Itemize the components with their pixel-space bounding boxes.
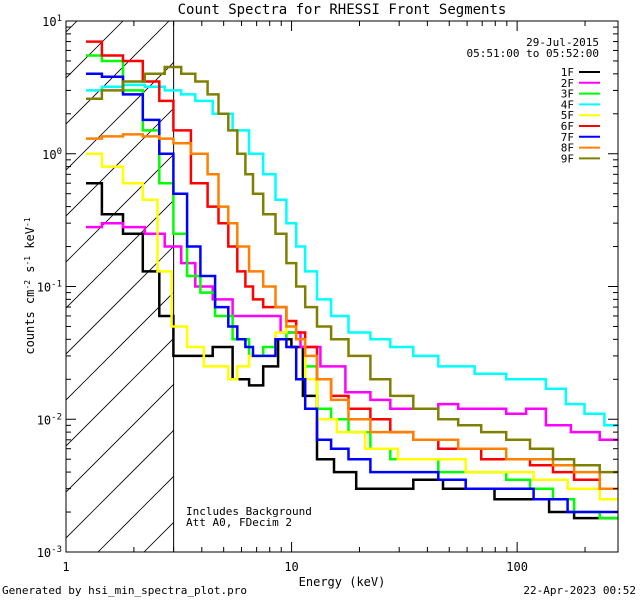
series-6F	[86, 40, 618, 490]
series-5F	[86, 152, 618, 501]
footer-generated-by: Generated by hsi_min_spectra_plot.pro	[2, 584, 247, 597]
hatch-line	[66, 383, 174, 493]
hatch-line	[420, 0, 640, 552]
legend-label-4F: 4F	[561, 98, 574, 111]
x-tick-label: 10	[284, 560, 298, 574]
series-7F	[86, 72, 618, 514]
legend-label-5F: 5F	[561, 109, 574, 122]
hatch-line	[66, 337, 174, 447]
series-group	[86, 40, 618, 520]
x-axis-label: Energy (keV)	[299, 575, 386, 589]
x-tick-label: 1	[62, 560, 69, 574]
legend-label-9F: 9F	[561, 152, 574, 165]
below-threshold-hatching	[66, 0, 640, 552]
hatch-line	[66, 153, 174, 263]
legend-label-6F: 6F	[561, 120, 574, 133]
hatch-line	[66, 21, 78, 33]
date-label: 29-Jul-2015	[526, 36, 599, 49]
hatch-line	[604, 0, 640, 552]
y-tick-label: 100	[42, 147, 62, 162]
hatch-line	[512, 0, 640, 552]
x-tick-label: 100	[506, 560, 528, 574]
hatch-line	[66, 291, 174, 401]
chart-title: Count Spectra for RHESSI Front Segments	[178, 2, 507, 18]
annotation-attenuator: Att A0, FDecim 2	[186, 516, 292, 529]
y-tick-label: 10-2	[37, 412, 62, 427]
axes: 1 10 100 101 100 10-1 10-2 10-3	[37, 14, 618, 574]
legend-label-1F: 1F	[561, 66, 574, 79]
annotation-background: Includes Background	[186, 505, 312, 518]
series-4F	[86, 83, 618, 427]
legend-label-7F: 7F	[561, 131, 574, 144]
series-2F	[86, 221, 618, 442]
series-9F	[86, 65, 618, 474]
hatch-line	[66, 199, 174, 309]
hatch-line	[66, 429, 174, 539]
series-1F	[86, 181, 618, 520]
series-8F	[86, 133, 618, 490]
hatch-line	[66, 61, 174, 171]
y-tick-label: 101	[42, 14, 62, 29]
hatch-line	[97, 475, 174, 552]
legend-label-3F: 3F	[561, 88, 574, 101]
y-tick-label: 10-1	[37, 280, 62, 295]
y-axis-label: counts cm-2 s-1 keV-1	[23, 217, 38, 354]
y-tick-label: 10-3	[37, 545, 62, 560]
legend-label-8F: 8F	[561, 142, 574, 155]
legend-label-2F: 2F	[561, 77, 574, 90]
time-range-label: 05:51:00 to 05:52:00	[467, 47, 599, 60]
footer-timestamp: 22-Apr-2023 00:52	[523, 584, 636, 597]
hatch-line	[66, 21, 170, 125]
